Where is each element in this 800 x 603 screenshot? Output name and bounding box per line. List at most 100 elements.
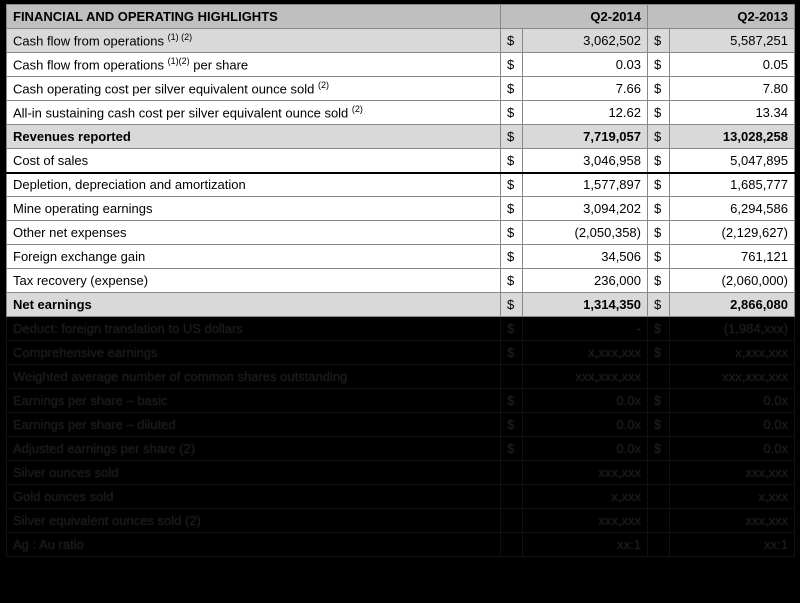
currency-symbol: $: [501, 149, 523, 173]
row-label: Weighted average number of common shares…: [7, 365, 501, 389]
value-period-2: 0.0x: [670, 437, 795, 461]
table-row: Depletion, depreciation and amortization…: [7, 173, 795, 197]
currency-symbol: $: [648, 29, 670, 53]
header-period-1: Q2-2014: [501, 5, 648, 29]
row-label: Ag : Au ratio: [7, 533, 501, 557]
currency-symbol: $: [501, 389, 523, 413]
row-label: Earnings per share – basic: [7, 389, 501, 413]
value-period-1: 3,046,958: [523, 149, 648, 173]
table-row: Cash operating cost per silver equivalen…: [7, 77, 795, 101]
value-period-1: xxx,xxx,xxx: [523, 365, 648, 389]
currency-symbol: [501, 365, 523, 389]
value-period-1: (2,050,358): [523, 221, 648, 245]
row-label: Cash operating cost per silver equivalen…: [7, 77, 501, 101]
value-period-2: 5,047,895: [670, 149, 795, 173]
row-label: Silver equivalent ounces sold (2): [7, 509, 501, 533]
currency-symbol: $: [501, 197, 523, 221]
value-period-2: xxx,xxx: [670, 461, 795, 485]
value-period-2: 13.34: [670, 101, 795, 125]
currency-symbol: $: [501, 437, 523, 461]
table-row: Cash flow from operations (1)(2) per sha…: [7, 53, 795, 77]
currency-symbol: [501, 509, 523, 533]
value-period-2: x,xxx: [670, 485, 795, 509]
value-period-2: 0.0x: [670, 389, 795, 413]
table-row: Revenues reported$7,719,057$13,028,258: [7, 125, 795, 149]
value-period-2: 5,587,251: [670, 29, 795, 53]
value-period-2: 0.0x: [670, 413, 795, 437]
value-period-1: -: [523, 317, 648, 341]
value-period-2: 7.80: [670, 77, 795, 101]
currency-symbol: $: [648, 245, 670, 269]
currency-symbol: $: [501, 173, 523, 197]
value-period-1: 3,062,502: [523, 29, 648, 53]
value-period-2: x,xxx,xxx: [670, 341, 795, 365]
currency-symbol: [648, 461, 670, 485]
currency-symbol: $: [648, 413, 670, 437]
currency-symbol: $: [501, 341, 523, 365]
value-period-1: 1,577,897: [523, 173, 648, 197]
currency-symbol: $: [648, 293, 670, 317]
value-period-2: xx:1: [670, 533, 795, 557]
table-row-obscured: Ag : Au ratio xx:1 xx:1: [7, 533, 795, 557]
row-label: Foreign exchange gain: [7, 245, 501, 269]
row-label: Depletion, depreciation and amortization: [7, 173, 501, 197]
table-row-obscured: Deduct: foreign translation to US dollar…: [7, 317, 795, 341]
value-period-1: 0.0x: [523, 389, 648, 413]
header-title: FINANCIAL AND OPERATING HIGHLIGHTS: [7, 5, 501, 29]
row-label: Gold ounces sold: [7, 485, 501, 509]
currency-symbol: $: [648, 53, 670, 77]
value-period-1: 3,094,202: [523, 197, 648, 221]
row-label: Comprehensive earnings: [7, 341, 501, 365]
currency-symbol: $: [501, 53, 523, 77]
value-period-1: xxx,xxx: [523, 509, 648, 533]
value-period-1: xx:1: [523, 533, 648, 557]
table-row-obscured: Weighted average number of common shares…: [7, 365, 795, 389]
table-row-obscured: Silver equivalent ounces sold (2) xxx,xxx…: [7, 509, 795, 533]
currency-symbol: $: [501, 413, 523, 437]
value-period-2: (2,060,000): [670, 269, 795, 293]
table-row: Tax recovery (expense)$236,000$(2,060,00…: [7, 269, 795, 293]
value-period-1: 7.66: [523, 77, 648, 101]
table-row-obscured: Earnings per share – basic$0.0x$0.0x: [7, 389, 795, 413]
header-row: FINANCIAL AND OPERATING HIGHLIGHTS Q2-20…: [7, 5, 795, 29]
value-period-2: 2,866,080: [670, 293, 795, 317]
currency-symbol: [501, 485, 523, 509]
table-row: All-in sustaining cash cost per silver e…: [7, 101, 795, 125]
row-label: Net earnings: [7, 293, 501, 317]
value-period-2: 1,685,777: [670, 173, 795, 197]
value-period-1: 236,000: [523, 269, 648, 293]
row-label: Earnings per share – diluted: [7, 413, 501, 437]
row-label: Mine operating earnings: [7, 197, 501, 221]
currency-symbol: $: [648, 101, 670, 125]
currency-symbol: $: [501, 125, 523, 149]
row-label: Adjusted earnings per share (2): [7, 437, 501, 461]
value-period-1: x,xxx: [523, 485, 648, 509]
table-row: Net earnings$1,314,350$2,866,080: [7, 293, 795, 317]
row-label: Cash flow from operations (1) (2): [7, 29, 501, 53]
currency-symbol: [648, 365, 670, 389]
currency-symbol: $: [501, 269, 523, 293]
row-label: Cash flow from operations (1)(2) per sha…: [7, 53, 501, 77]
value-period-2: 761,121: [670, 245, 795, 269]
table-row: Cost of sales$3,046,958$5,047,895: [7, 149, 795, 173]
value-period-2: 0.05: [670, 53, 795, 77]
row-label: All-in sustaining cash cost per silver e…: [7, 101, 501, 125]
row-label: Deduct: foreign translation to US dollar…: [7, 317, 501, 341]
value-period-1: xxx,xxx: [523, 461, 648, 485]
table-row: Cash flow from operations (1) (2) $3,062,…: [7, 29, 795, 53]
currency-symbol: [648, 509, 670, 533]
row-label: Tax recovery (expense): [7, 269, 501, 293]
table-row-obscured: Earnings per share – diluted$0.0x$0.0x: [7, 413, 795, 437]
table-row-obscured: Silver ounces soldxxx,xxxxxx,xxx: [7, 461, 795, 485]
financial-highlights-sheet: FINANCIAL AND OPERATING HIGHLIGHTS Q2-20…: [0, 0, 800, 561]
value-period-2: 6,294,586: [670, 197, 795, 221]
value-period-1: x,xxx,xxx: [523, 341, 648, 365]
value-period-2: 13,028,258: [670, 125, 795, 149]
table-row-obscured: Adjusted earnings per share (2)$0.0x$0.0…: [7, 437, 795, 461]
value-period-1: 7,719,057: [523, 125, 648, 149]
row-label: Other net expenses: [7, 221, 501, 245]
table-row: Mine operating earnings$3,094,202$6,294,…: [7, 197, 795, 221]
currency-symbol: $: [501, 221, 523, 245]
currency-symbol: $: [501, 293, 523, 317]
currency-symbol: $: [501, 101, 523, 125]
